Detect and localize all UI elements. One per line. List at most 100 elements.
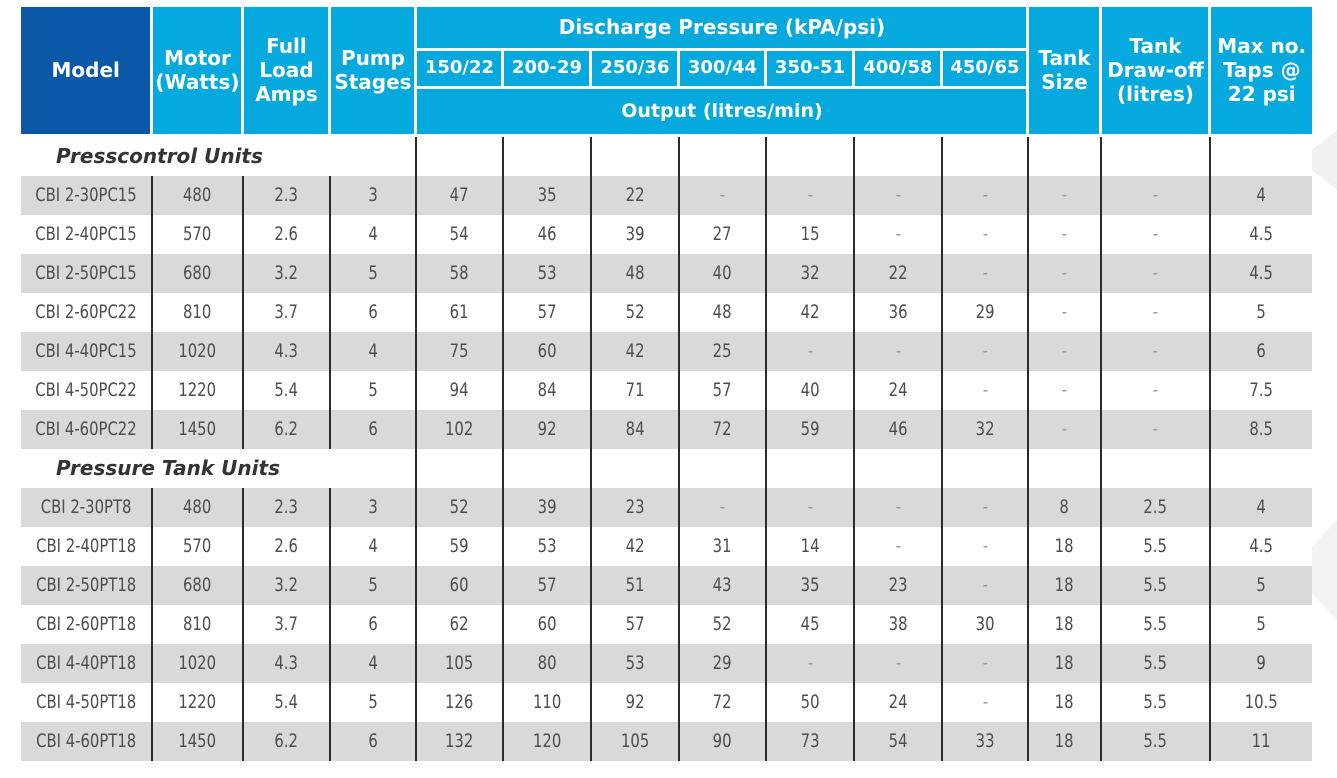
cell-text: 1020 xyxy=(178,652,217,674)
value-cell: - xyxy=(765,175,855,215)
value-cell: - xyxy=(941,487,1029,527)
cell-text: - xyxy=(719,184,726,206)
value-cell: 52 xyxy=(415,487,504,527)
cell-text: - xyxy=(895,535,901,557)
value-cell: 4.3 xyxy=(242,331,331,371)
cell-text: 60 xyxy=(537,340,557,362)
cell-text: 59 xyxy=(450,535,469,557)
cell-text: - xyxy=(982,262,988,284)
value-cell: 2.3 xyxy=(242,487,331,527)
table-row: CBI 4-40PC15 1020 4.3 4 75 60 42 25 - - - - - 6 xyxy=(21,331,1312,371)
cell-text: 51 xyxy=(625,574,645,596)
cell-text: 4 xyxy=(368,652,378,674)
cell-text: 5.5 xyxy=(1143,535,1168,557)
cell-text: 6 xyxy=(1256,340,1267,362)
value-cell: 105 xyxy=(415,643,504,683)
model-cell: CBI 4-50PT18 xyxy=(21,682,153,722)
value-cell: 5.5 xyxy=(1100,565,1211,605)
cell-text: - xyxy=(982,496,988,518)
cell-text: 54 xyxy=(450,223,469,245)
value-cell: 35 xyxy=(765,565,855,605)
table-row: CBI 2-30PT8 480 2.3 3 52 39 23 - - - - 8 2.5 4 xyxy=(21,487,1312,527)
cell-text: - xyxy=(719,496,726,518)
cell-text: 40 xyxy=(800,379,820,401)
value-cell: 18 xyxy=(1027,682,1102,722)
cell-text: 50 xyxy=(800,691,820,713)
cell-text: 24 xyxy=(888,379,908,401)
table-body: Presscontrol Units CBI 2-30PC15 480 2.3 3 47 3… xyxy=(21,135,1312,761)
cell-text: 5 xyxy=(1256,301,1267,323)
value-cell: - xyxy=(1100,214,1211,254)
cell-text: - xyxy=(982,223,988,245)
cell-text: 48 xyxy=(713,301,732,323)
cell-text: 42 xyxy=(625,535,645,557)
cell-text: 2.6 xyxy=(274,223,299,245)
cell-text: CBI 4-60PC22 xyxy=(35,418,137,440)
cell-text: CBI 4-40PT18 xyxy=(35,652,137,674)
value-cell: - xyxy=(853,643,943,683)
cell-text: 32 xyxy=(800,262,820,284)
value-cell: 51 xyxy=(590,565,680,605)
header-pressure-250-36: 250/36 xyxy=(590,49,681,89)
value-cell: 61 xyxy=(415,292,504,332)
value-cell: 84 xyxy=(502,370,592,410)
cell-text: 25 xyxy=(713,340,732,362)
cell-text: 4.5 xyxy=(1249,223,1274,245)
empty-cell xyxy=(1100,135,1211,176)
cell-text: - xyxy=(807,652,813,674)
value-cell: 31 xyxy=(678,526,767,566)
value-cell: 24 xyxy=(853,682,943,722)
cell-text: 105 xyxy=(620,730,650,752)
cell-text: - xyxy=(895,652,901,674)
value-cell: 3 xyxy=(329,175,417,215)
value-cell: 29 xyxy=(678,643,767,683)
cell-text: 22 xyxy=(888,262,908,284)
cell-text: 6 xyxy=(368,613,378,635)
cell-text: 1450 xyxy=(178,730,217,752)
cell-text: 24 xyxy=(888,691,908,713)
value-cell: 4 xyxy=(329,214,417,254)
value-cell: 4 xyxy=(329,331,417,371)
cell-text: 75 xyxy=(450,340,469,362)
value-cell: - xyxy=(1100,292,1211,332)
value-cell: 5 xyxy=(329,370,417,410)
section-header-row: Presscontrol Units xyxy=(21,135,1312,176)
cell-text: 46 xyxy=(537,223,557,245)
value-cell: 2.6 xyxy=(242,526,331,566)
value-cell: - xyxy=(1100,253,1211,293)
value-cell: 73 xyxy=(765,721,855,761)
table-row: CBI 4-40PT18 1020 4.3 4 105 80 53 29 - - - 18 5.5 9 xyxy=(21,643,1312,683)
cell-text: - xyxy=(1152,379,1159,401)
cell-text: 57 xyxy=(537,574,557,596)
cell-text: 1220 xyxy=(178,691,217,713)
value-cell: 9 xyxy=(1209,643,1312,683)
value-cell: 4 xyxy=(329,643,417,683)
value-cell: 47 xyxy=(415,175,504,215)
value-cell: - xyxy=(941,682,1029,722)
value-cell: 102 xyxy=(415,409,504,449)
cell-text: CBI 4-50PC22 xyxy=(35,379,137,401)
cell-text: 72 xyxy=(713,418,732,440)
table-header: Model Motor (Watts) Full Load Amps Pump … xyxy=(21,7,1312,137)
value-cell: 60 xyxy=(502,331,592,371)
value-cell: 11 xyxy=(1209,721,1312,761)
value-cell: - xyxy=(853,331,943,371)
value-cell: 7.5 xyxy=(1209,370,1312,410)
cell-text: 57 xyxy=(537,301,557,323)
value-cell: - xyxy=(853,526,943,566)
value-cell: 80 xyxy=(502,643,592,683)
cell-text: 3.2 xyxy=(274,262,299,284)
cell-text: - xyxy=(895,496,901,518)
cell-text: 47 xyxy=(450,184,469,206)
value-cell: 6.2 xyxy=(242,721,331,761)
value-cell: 53 xyxy=(590,643,680,683)
value-cell: 32 xyxy=(941,409,1029,449)
value-cell: 52 xyxy=(590,292,680,332)
cell-text: - xyxy=(1061,301,1068,323)
cell-text: CBI 2-40PT18 xyxy=(35,535,137,557)
value-cell: 53 xyxy=(502,253,592,293)
empty-cell xyxy=(678,135,767,176)
value-cell: 46 xyxy=(502,214,592,254)
cell-text: - xyxy=(1061,223,1068,245)
cell-text: 58 xyxy=(450,262,469,284)
